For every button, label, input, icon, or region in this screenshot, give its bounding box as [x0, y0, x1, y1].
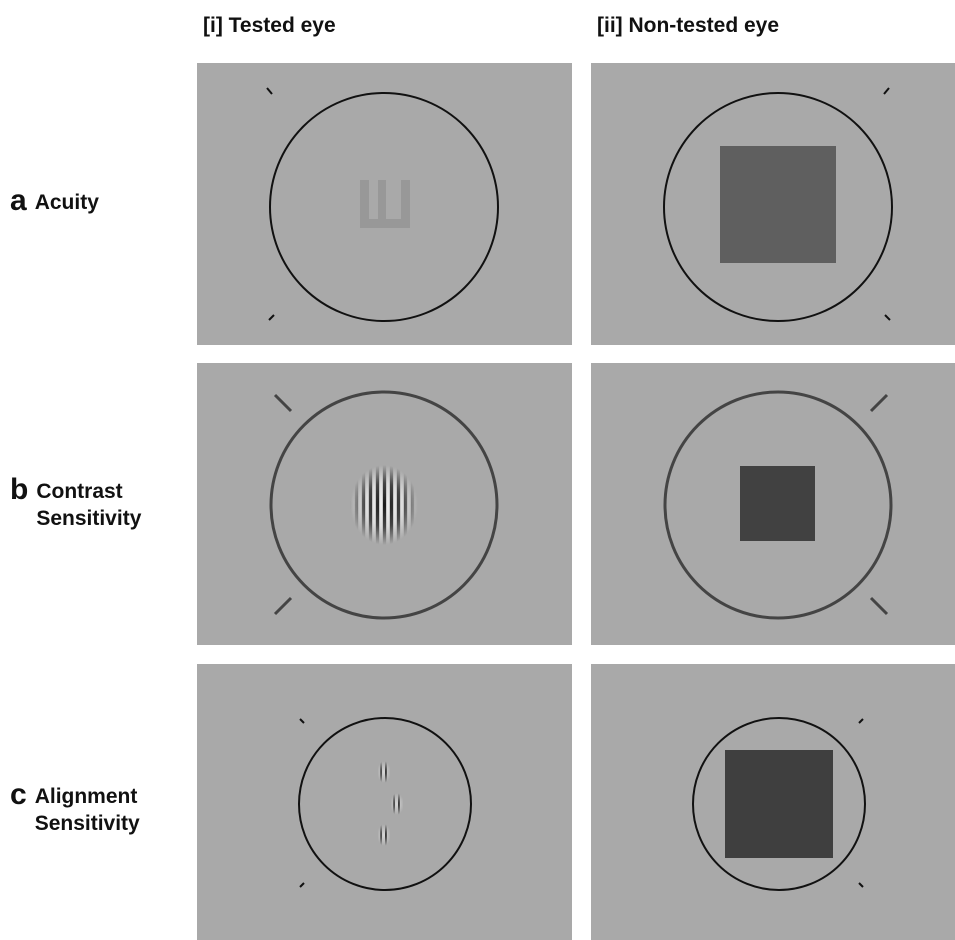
panel-alignment-non-tested-eye [591, 664, 955, 940]
panel-alignment-tested-eye [197, 664, 572, 940]
panel-acuity-tested-eye [197, 63, 572, 345]
nonius-tick [299, 882, 305, 888]
nonius-tick [268, 314, 275, 321]
dark-square [740, 466, 815, 541]
dark-square [725, 750, 833, 858]
row-title: Contrast Sensitivity [36, 480, 142, 530]
row-title: Acuity [34, 191, 99, 214]
row-title: Alignment Sensitivity [34, 785, 140, 835]
row-label-alignment-sensitivity: c Alignment Sensitivity [10, 778, 165, 837]
nonius-tick [858, 718, 864, 724]
nonius-tick [273, 596, 293, 616]
fixation-circle [269, 92, 499, 322]
fixation-circle [298, 717, 472, 891]
nonius-tick [299, 718, 305, 724]
three-gabor-patches [378, 760, 403, 847]
fixation-circle [663, 390, 893, 620]
nonius-tick [858, 882, 864, 888]
panel-contrast-non-tested-eye [591, 363, 955, 645]
column-header-tested-eye: [i] Tested eye [203, 14, 336, 37]
nonius-tick [273, 393, 293, 413]
nonius-tick [266, 87, 273, 95]
row-letter: b [10, 473, 29, 506]
fixation-circle [269, 390, 499, 620]
nonius-tick [884, 314, 891, 321]
gabor-patch-bottom [378, 823, 390, 847]
nonius-tick [869, 393, 889, 413]
column-header-non-tested-eye: [ii] Non-tested eye [597, 14, 780, 37]
dark-square [720, 146, 836, 263]
gabor-patch-middle [391, 792, 403, 816]
gabor-grating [347, 463, 421, 547]
row-label-acuity: a Acuity [10, 184, 99, 217]
panel-acuity-non-tested-eye [591, 63, 955, 345]
nonius-tick [869, 596, 889, 616]
tumbling-e-optotype [360, 180, 410, 228]
gabor-patch-top [378, 760, 390, 784]
fixation-circle [663, 92, 893, 322]
fixation-circle [692, 717, 866, 891]
panel-contrast-tested-eye [197, 363, 572, 645]
row-label-contrast-sensitivity: b Contrast Sensitivity [10, 473, 166, 532]
nonius-tick [883, 87, 890, 95]
row-letter: c [10, 778, 27, 811]
row-letter: a [10, 184, 27, 217]
